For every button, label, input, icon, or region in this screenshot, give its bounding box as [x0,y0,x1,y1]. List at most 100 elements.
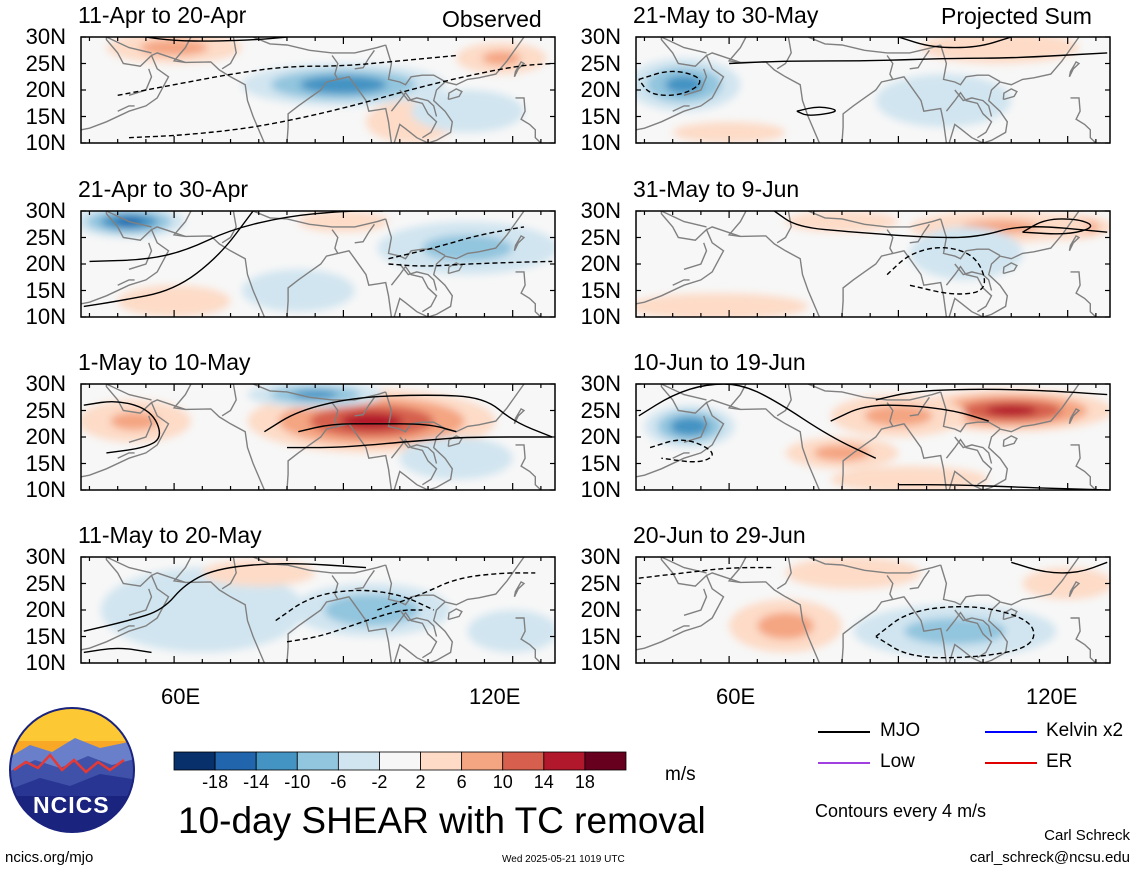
shading-blob [757,612,814,640]
site-link[interactable]: ncics.org/mjo [5,849,94,866]
map-line [945,91,993,139]
map-line [354,396,375,417]
map-line [672,452,690,459]
mjo-contour-negative [649,439,713,463]
map-line [513,580,526,598]
observed-label: Observed [442,6,542,32]
panel-title: 21-May to 30-May [633,2,819,28]
map-line [128,415,153,443]
map-line [727,37,747,64]
panel-title: 21-Apr to 30-Apr [78,176,249,202]
panel-6 [635,210,1111,318]
map-line [390,265,438,313]
map-line [636,211,725,305]
colorbar-tick-label: 10 [492,772,513,792]
map-line [807,557,941,574]
map-line [447,262,463,275]
lat-label: 15N [580,103,621,129]
lat-label: 25N [25,50,66,76]
shading-blob [110,412,159,431]
map-line [1002,88,1018,101]
map-line [172,37,192,64]
map-line [807,384,941,401]
lat-label: 10N [580,650,621,675]
mjo-contour-negative [875,606,1035,659]
lat-label: 10N [580,130,621,155]
mjo-contour-negative [388,260,553,267]
map-line [683,68,708,96]
shading-blob [785,211,899,233]
map-line [948,384,1080,490]
mjo-contours [83,562,536,654]
mjo-contours [638,561,1108,659]
lat-label: 15N [25,277,66,303]
colorbar [173,751,627,771]
colorbar-swatch [502,751,545,771]
map-line [948,211,1080,317]
panel-4 [80,556,556,664]
map-line [81,211,170,305]
map-line [636,37,725,131]
map-line [151,399,266,490]
lon-label-120e-left: 120E [469,684,521,709]
mjo-contour-positive [83,400,161,454]
map-line [252,211,386,228]
mjo-contours [117,37,553,139]
map-line [221,384,237,417]
main-title: 10-day SHEAR with TC removal [178,800,706,841]
shading-blob [670,417,709,436]
shading-blob [985,405,1037,416]
map-line [1002,435,1018,448]
map-line [354,569,375,590]
shading-blob [830,466,989,490]
map-line [393,557,525,663]
map-line [1070,97,1097,143]
contour-note: Contours every 4 m/s [815,801,987,821]
shading-blob [875,74,1012,128]
shading-blob [117,285,231,317]
mjo-contour-positive [773,211,1108,239]
map-line [81,557,170,651]
map-line [661,211,707,228]
map-line [172,557,192,584]
shading-blob [324,594,420,626]
panel-title: 20-Jun to 29-Jun [633,522,806,548]
map-line [706,226,821,317]
map-line [515,444,542,490]
lat-label: 15N [580,623,621,649]
map-line [948,557,1080,663]
colorbar-swatch [461,751,504,771]
map-line [117,452,135,459]
legend-label-low: Low [880,751,915,772]
map-line [940,391,1001,433]
map-line [393,384,525,490]
lon-label-120e-right: 120E [1026,684,1078,709]
mjo-contour-positive [298,423,457,433]
colorbar-tick-label: 6 [456,772,467,792]
shear-field [100,559,555,653]
lat-label: 20N [25,77,66,102]
colorbar-swatch [296,751,339,771]
map-line [106,211,152,228]
map-line [954,436,993,464]
map-line [1002,608,1018,621]
colorbar-tick-label: -2 [371,772,388,792]
colorbar-swatch [214,751,257,771]
map-line [727,211,747,238]
author-email[interactable]: carl_schreck@ncsu.edu [969,849,1130,866]
map-line [385,44,446,86]
map-line [399,609,438,637]
shear-field [636,37,1079,143]
lat-label: 30N [580,24,621,49]
lat-label: 10N [580,304,621,329]
map-line [776,384,792,417]
shading-blob [672,121,786,143]
panel-title: 10-Jun to 19-Jun [633,349,806,375]
panel-7 [635,383,1111,491]
colorbar-tick-label: 14 [533,772,554,792]
map-line [727,557,747,584]
lat-label: 30N [580,198,621,223]
map-line [331,55,339,80]
panel-2 [80,210,556,318]
lat-label: 25N [25,397,66,423]
